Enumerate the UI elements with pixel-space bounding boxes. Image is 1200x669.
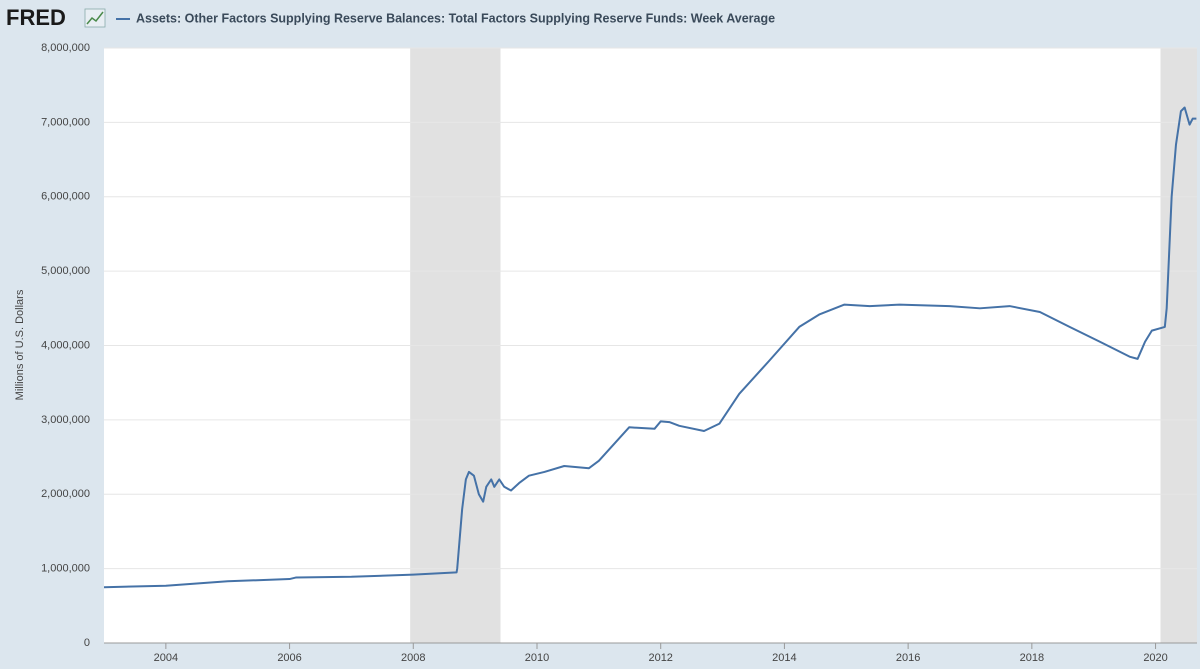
x-tick-label: 2014 [772,652,796,664]
y-tick-label: 2,000,000 [41,488,90,500]
x-tick-label: 2016 [896,652,920,664]
y-tick-label: 8,000,000 [41,42,90,54]
logo-icon [84,8,106,28]
logo: FRED [6,5,66,30]
y-tick-label: 3,000,000 [41,414,90,426]
legend-label: Assets: Other Factors Supplying Reserve … [136,11,775,25]
y-axis-label: Millions of U.S. Dollars [14,289,26,400]
x-tick-label: 2010 [525,652,549,664]
x-tick-label: 2008 [401,652,425,664]
series-line [103,106,1197,589]
x-tick-label: 2018 [1020,652,1044,664]
y-tick-label: 5,000,000 [41,265,90,277]
x-tick-label: 2012 [648,652,672,664]
x-tick-label: 2020 [1143,652,1167,664]
y-tick-label: 1,000,000 [41,563,90,575]
x-tick-label: 2004 [154,652,178,664]
y-tick-label: 7,000,000 [41,116,90,128]
y-tick-label: 0 [84,637,90,649]
y-tick-label: 6,000,000 [41,191,90,203]
y-tick-label: 4,000,000 [41,339,90,351]
x-tick-label: 2006 [277,652,301,664]
